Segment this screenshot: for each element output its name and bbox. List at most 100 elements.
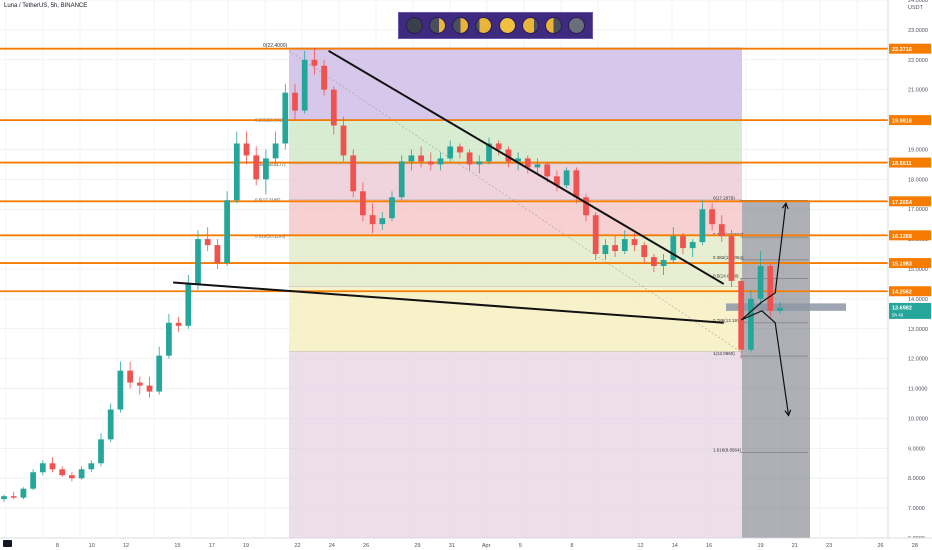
candle	[204, 239, 211, 246]
time-axis-tick: 26	[877, 543, 883, 549]
time-axis-tick: 5	[519, 543, 522, 549]
candle	[39, 463, 46, 473]
candle	[117, 370, 124, 410]
level-price-label: 22.3716	[892, 47, 912, 53]
time-axis-tick: 15	[174, 543, 180, 549]
candle	[486, 143, 492, 162]
candle	[166, 322, 172, 356]
level-price-tag	[889, 157, 931, 168]
wedge-upper-trendline	[328, 49, 725, 285]
candle	[767, 266, 774, 311]
candle	[418, 155, 424, 162]
candle	[1, 496, 7, 500]
candle	[689, 242, 696, 249]
waxing-crescent-icon	[429, 17, 447, 34]
candle	[20, 488, 27, 498]
time-axis-tick: 28	[912, 543, 918, 549]
candle	[69, 475, 75, 479]
candle	[379, 218, 386, 225]
time-axis-tick: 31	[449, 543, 455, 549]
candle	[156, 355, 163, 392]
wedge-lower-trendline	[173, 281, 724, 324]
candle	[592, 215, 599, 255]
fib-band	[289, 119, 742, 164]
fib-small-label: 1(12.0860)	[713, 351, 735, 356]
moon-phase-banner	[398, 12, 593, 39]
price-zone	[726, 303, 846, 311]
time-axis-tick: 8	[570, 543, 573, 549]
time-axis-tick: 19	[243, 543, 249, 549]
candle	[389, 197, 395, 219]
candle	[195, 239, 201, 284]
candle	[554, 176, 560, 186]
price-axis-tick: 12.0000	[908, 357, 928, 363]
level-price-label: 17.2654	[892, 200, 913, 206]
candle	[718, 224, 725, 237]
candle	[544, 164, 551, 177]
arrow-head	[784, 409, 792, 417]
projection-box	[742, 200, 810, 550]
candle	[699, 209, 706, 243]
candle	[127, 370, 133, 383]
candle	[621, 239, 628, 252]
level-price-label: 14.2562	[892, 290, 912, 296]
price-axis-tick: 15.0000	[908, 267, 928, 273]
fib-small-label: 0.786(13.1978)	[713, 318, 744, 323]
time-axis-bg	[0, 538, 932, 550]
candle	[330, 89, 337, 126]
candle	[466, 152, 473, 165]
candle	[631, 239, 638, 246]
level-price-label: 19.9818	[892, 119, 912, 125]
fib-small-label: 0(17.2979)	[713, 195, 735, 200]
waxing-gibbous-icon	[475, 17, 493, 34]
candle	[311, 59, 318, 66]
candle	[505, 149, 512, 162]
current-price-countdown: 5h 49	[892, 312, 904, 317]
candle	[88, 463, 95, 470]
candle	[777, 307, 783, 311]
candle	[263, 158, 269, 180]
candle	[282, 92, 289, 144]
level-price-tag	[889, 258, 931, 269]
candle	[175, 322, 182, 326]
candle	[583, 197, 589, 216]
candle	[360, 191, 366, 216]
price-axis-tick: 18.0000	[908, 177, 928, 183]
level-price-tag	[889, 115, 931, 126]
fib-band	[289, 163, 742, 200]
candle	[563, 170, 570, 186]
candle	[350, 155, 357, 192]
level-price-tag	[889, 196, 931, 207]
price-axis-tick: 8.0000	[908, 476, 925, 482]
candle	[660, 260, 667, 267]
candle	[427, 161, 434, 165]
candle	[457, 146, 463, 153]
candle	[408, 155, 415, 162]
candle	[670, 236, 677, 261]
candle	[107, 409, 114, 440]
current-price-tag	[889, 302, 931, 319]
time-axis-tick: 14	[672, 543, 678, 549]
time-axis-tick: 12	[123, 543, 129, 549]
tradingview-logo-icon	[3, 540, 12, 547]
price-axis-tick: 23.0000	[908, 28, 928, 34]
candle	[728, 236, 735, 281]
time-axis-tick: 21	[792, 543, 798, 549]
level-price-tag	[889, 43, 931, 54]
candle	[369, 215, 376, 225]
fib-band	[289, 47, 742, 120]
current-price-label: 13.6982	[892, 305, 912, 311]
price-axis-tick: 17.0000	[908, 207, 928, 213]
level-price-tag	[889, 230, 931, 241]
candle	[476, 161, 483, 165]
time-axis-tick: 19	[757, 543, 763, 549]
candle	[292, 92, 298, 111]
time-axis-tick: 29	[414, 543, 420, 549]
price-axis-tick: 24.0000	[908, 0, 928, 4]
level-price-tag	[889, 286, 931, 297]
candle	[748, 298, 754, 350]
time-axis-tick: 24	[329, 543, 335, 549]
fib-label: 0.5(17.3185)	[255, 198, 281, 203]
